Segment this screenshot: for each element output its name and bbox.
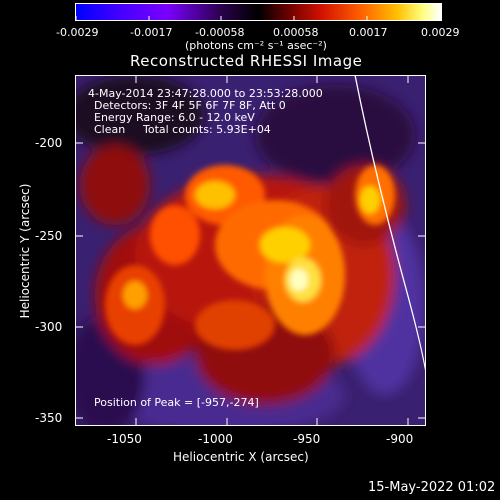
y-axis-label: Heliocentric Y (arcsec) (18, 183, 32, 319)
colorbar-tick-label: -0.0017 (130, 26, 173, 39)
x-tick-label: -1000 (198, 432, 233, 446)
colorbar-unit-label: (photons cm⁻² s⁻¹ asec⁻²) (185, 39, 327, 52)
y-tick-label: -250 (35, 229, 63, 243)
footer-date: 15-May-2022 01:02 (368, 480, 496, 495)
clean-text: Clean (94, 123, 126, 136)
y-tick-label: -300 (35, 320, 63, 334)
detectors-text: Detectors: 3F 4F 5F 6F 7F 8F, Att 0 (94, 99, 286, 112)
x-tick-label: -900 (386, 432, 414, 446)
colorbar-ticks (75, 16, 441, 20)
colorbar-tick-label: -0.00058 (195, 26, 245, 39)
rhessi-image (75, 75, 426, 426)
y-tick-label: -350 (35, 411, 63, 425)
colorbar-tick-label: -0.0029 (56, 26, 99, 39)
colorbar (75, 3, 442, 21)
peak-position-text: Position of Peak = [-957,-274] (94, 396, 259, 409)
x-axis-label: Heliocentric X (arcsec) (173, 450, 309, 464)
y-tick-label: -200 (35, 136, 63, 150)
x-tick-label: -950 (293, 432, 321, 446)
plot-title: Reconstructed RHESSI Image (130, 52, 363, 70)
colorbar-tick-label: 0.0017 (349, 26, 388, 39)
energy-range-text: Energy Range: 6.0 - 12.0 keV (94, 111, 255, 124)
colorbar-tick-label: 0.0029 (421, 26, 460, 39)
colorbar-tick-label: 0.00058 (273, 26, 319, 39)
x-tick-label: -1050 (107, 432, 142, 446)
time-range-text: 4-May-2014 23:47:28.000 to 23:53:28.000 (88, 87, 323, 100)
total-counts-text: Total counts: 5.93E+04 (143, 123, 271, 136)
